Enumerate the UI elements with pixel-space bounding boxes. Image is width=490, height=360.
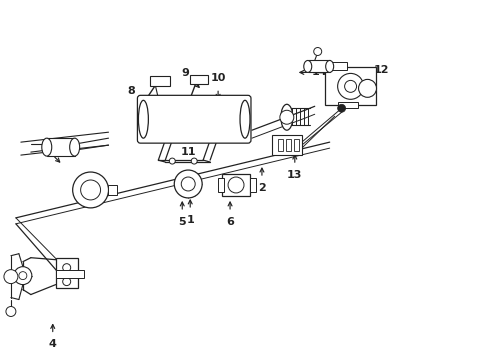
Bar (286, 139, 291, 151)
Circle shape (338, 104, 345, 112)
Bar (325, 67, 376, 105)
Text: 7: 7 (42, 143, 49, 153)
Bar (278, 139, 283, 151)
Text: 9: 9 (181, 68, 189, 78)
Ellipse shape (240, 100, 250, 138)
Circle shape (338, 73, 364, 99)
Text: 2: 2 (258, 183, 266, 193)
Bar (294, 139, 299, 151)
Bar (190, 75, 208, 84)
Circle shape (169, 158, 175, 164)
Bar (107, 185, 118, 195)
Circle shape (314, 48, 322, 55)
Text: 8: 8 (127, 86, 135, 96)
Bar (222, 174, 250, 196)
Circle shape (280, 110, 294, 124)
Bar (250, 178, 256, 192)
Text: 14: 14 (312, 67, 327, 77)
Text: 12: 12 (374, 66, 389, 76)
Ellipse shape (138, 100, 148, 138)
Bar (338, 102, 358, 108)
Bar (272, 135, 302, 155)
Ellipse shape (281, 104, 293, 130)
Circle shape (181, 177, 195, 191)
Bar (150, 76, 171, 86)
Bar (56, 258, 77, 288)
Bar (56, 270, 84, 278)
Circle shape (6, 306, 16, 316)
Text: 4: 4 (49, 339, 57, 349)
Bar (218, 178, 224, 192)
Circle shape (63, 264, 71, 272)
Text: 13: 13 (287, 170, 302, 180)
Circle shape (63, 278, 71, 285)
Ellipse shape (70, 138, 80, 156)
Circle shape (81, 180, 100, 200)
Circle shape (4, 270, 18, 284)
Circle shape (174, 170, 202, 198)
Bar (332, 62, 346, 71)
Text: 5: 5 (178, 217, 186, 227)
Text: 6: 6 (226, 217, 234, 227)
Text: 1: 1 (186, 215, 194, 225)
Circle shape (73, 172, 108, 208)
Text: 11: 11 (180, 147, 196, 157)
Bar (47, 138, 74, 156)
Circle shape (228, 177, 244, 193)
Ellipse shape (326, 60, 334, 72)
Bar (308, 60, 330, 72)
Text: 10: 10 (210, 73, 226, 84)
Ellipse shape (304, 60, 312, 72)
Circle shape (191, 158, 197, 164)
Circle shape (14, 267, 32, 285)
FancyBboxPatch shape (137, 95, 251, 143)
Circle shape (344, 80, 357, 92)
Circle shape (359, 80, 376, 97)
Text: 3: 3 (78, 190, 85, 200)
Ellipse shape (42, 138, 52, 156)
Circle shape (19, 272, 27, 280)
